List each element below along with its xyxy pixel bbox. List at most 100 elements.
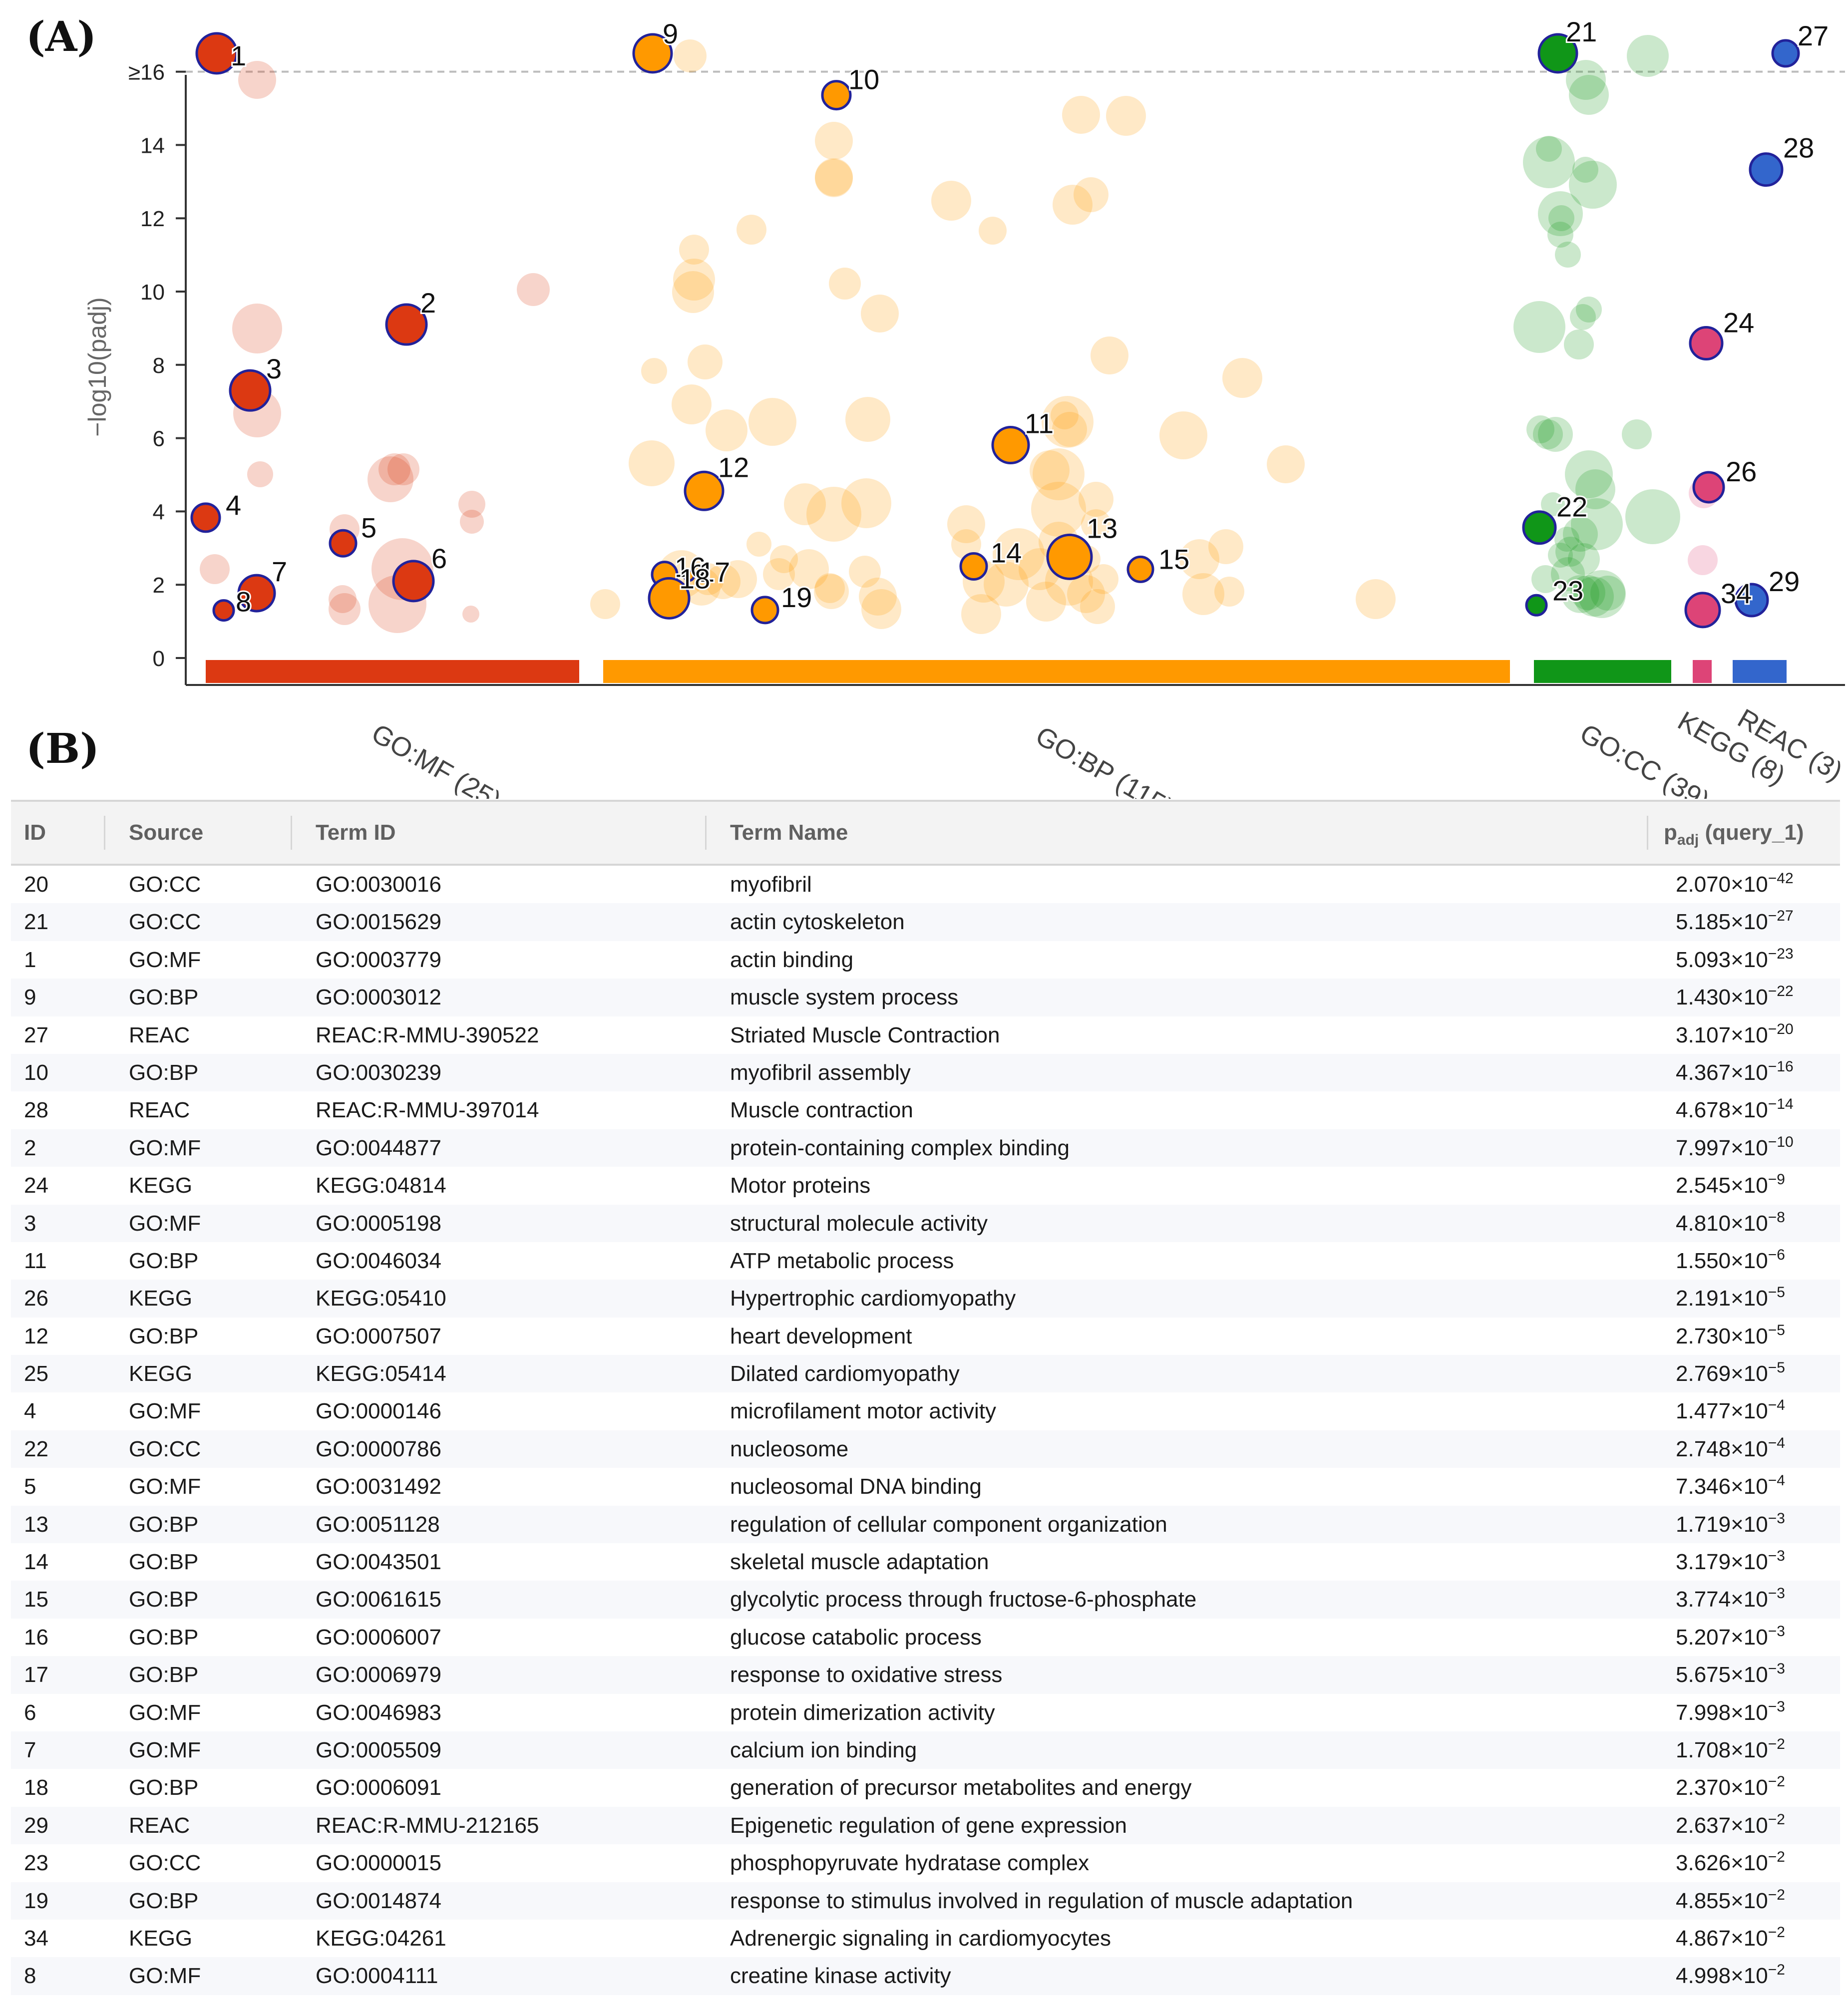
term-point[interactable] xyxy=(1554,527,1579,552)
term-point[interactable] xyxy=(1533,419,1563,449)
term-point[interactable] xyxy=(951,529,981,559)
table-row[interactable]: 14 GO:BP GO:0043501 skeletal muscle adaptat… xyxy=(11,1543,1840,1581)
term-point[interactable] xyxy=(979,217,1007,245)
term-point[interactable] xyxy=(673,259,715,301)
table-row[interactable]: 8 GO:MF GO:0004111 creatine kinase activity… xyxy=(11,1957,1840,1995)
term-point[interactable] xyxy=(719,560,757,598)
highlighted-term-34[interactable] xyxy=(1684,592,1721,629)
term-point[interactable] xyxy=(748,398,796,446)
header-padj[interactable]: padj (query_1) xyxy=(1664,820,1804,848)
term-point[interactable] xyxy=(238,61,276,99)
term-point[interactable] xyxy=(815,122,853,160)
term-point[interactable] xyxy=(1080,589,1115,624)
term-point[interactable] xyxy=(1548,205,1574,231)
term-point[interactable] xyxy=(590,589,620,619)
table-row[interactable]: 29 REAC REAC:R-MMU-212165 Epigenetic regula… xyxy=(11,1806,1840,1845)
highlighted-term-10[interactable] xyxy=(821,80,852,111)
term-point[interactable] xyxy=(770,545,798,573)
table-row[interactable]: 4 GO:MF GO:0000146 microfilament motor acti… xyxy=(11,1392,1840,1430)
term-point[interactable] xyxy=(1564,330,1594,359)
term-point[interactable] xyxy=(1523,136,1575,188)
term-point[interactable] xyxy=(1548,543,1573,568)
term-point[interactable] xyxy=(1208,529,1243,564)
highlighted-term-13[interactable] xyxy=(1046,533,1093,580)
highlighted-term-4[interactable] xyxy=(190,502,221,533)
highlighted-term-18[interactable] xyxy=(648,577,691,620)
highlighted-term-5[interactable] xyxy=(329,529,358,558)
term-point[interactable] xyxy=(1575,469,1615,509)
header-term-name[interactable]: Term Name xyxy=(730,820,848,845)
term-point[interactable] xyxy=(329,593,361,625)
highlighted-term-7[interactable] xyxy=(237,574,276,613)
table-row[interactable]: 12 GO:BP GO:0007507 heart development 2.730×… xyxy=(11,1318,1840,1355)
term-point[interactable] xyxy=(806,487,861,542)
term-point[interactable] xyxy=(861,589,901,629)
table-row[interactable]: 24 KEGG KEGG:04814 Motor proteins 2.545×10−9 xyxy=(11,1167,1840,1204)
table-row[interactable]: 20 GO:CC GO:0030016 myofibril 2.070×10−42 xyxy=(11,866,1840,903)
term-point[interactable] xyxy=(1536,136,1562,162)
highlighted-term-27[interactable] xyxy=(1771,39,1800,68)
term-point[interactable] xyxy=(679,235,709,265)
table-row[interactable]: 2 GO:MF GO:0044877 protein-containing compl… xyxy=(11,1129,1840,1167)
term-point[interactable] xyxy=(961,594,1001,634)
term-point[interactable] xyxy=(1568,543,1600,575)
term-point[interactable] xyxy=(458,491,485,518)
term-point[interactable] xyxy=(1578,570,1626,618)
header-id[interactable]: ID xyxy=(24,820,46,845)
term-point[interactable] xyxy=(845,397,890,442)
term-point[interactable] xyxy=(1571,498,1623,550)
term-point[interactable] xyxy=(378,453,410,485)
term-point[interactable] xyxy=(1565,450,1613,498)
term-point[interactable] xyxy=(1179,539,1219,579)
table-row[interactable]: 15 GO:BP GO:0061615 glycolytic process thro… xyxy=(11,1581,1840,1619)
highlighted-term-6[interactable] xyxy=(392,560,435,603)
term-point[interactable] xyxy=(1627,35,1669,77)
term-point[interactable] xyxy=(1182,573,1224,615)
term-point[interactable] xyxy=(947,505,985,543)
highlighted-term-21[interactable] xyxy=(1537,33,1578,74)
term-point[interactable] xyxy=(1079,482,1113,517)
table-row[interactable]: 13 GO:BP GO:0051128 regulation of cellular … xyxy=(11,1505,1840,1544)
term-point[interactable] xyxy=(1561,575,1599,613)
term-point[interactable] xyxy=(688,344,723,379)
highlighted-term-12[interactable] xyxy=(684,470,725,511)
term-point[interactable] xyxy=(672,271,714,313)
table-row[interactable]: 17 GO:BP GO:0006979 response to oxidative s… xyxy=(11,1656,1840,1694)
table-row[interactable]: 27 REAC REAC:R-MMU-390522 Striated Muscle C… xyxy=(11,1016,1840,1054)
term-point[interactable] xyxy=(1222,358,1262,398)
term-point[interactable] xyxy=(460,510,484,534)
column-divider[interactable] xyxy=(104,816,105,850)
term-point[interactable] xyxy=(746,532,771,557)
term-point[interactable] xyxy=(1091,336,1128,374)
term-point[interactable] xyxy=(706,409,747,451)
highlighted-term-28[interactable] xyxy=(1749,152,1784,187)
term-point[interactable] xyxy=(1625,489,1680,544)
term-point[interactable] xyxy=(849,556,881,588)
table-row[interactable]: 10 GO:BP GO:0030239 myofibril assembly 4.367… xyxy=(11,1053,1840,1092)
term-point[interactable] xyxy=(859,578,897,616)
highlighted-term-23[interactable] xyxy=(1525,594,1548,617)
table-row[interactable]: 16 GO:BP GO:0006007 glucose catabolic proce… xyxy=(11,1619,1840,1656)
highlighted-term-24[interactable] xyxy=(1689,326,1724,360)
table-row[interactable]: 28 REAC REAC:R-MMU-397014 Muscle contractio… xyxy=(11,1091,1840,1129)
column-divider[interactable] xyxy=(291,816,292,850)
table-row[interactable]: 34 KEGG KEGG:04261 Adrenergic signaling in … xyxy=(11,1920,1840,1957)
term-point[interactable] xyxy=(462,606,479,623)
highlighted-term-1[interactable] xyxy=(195,32,238,75)
term-point[interactable] xyxy=(1531,565,1559,593)
term-point[interactable] xyxy=(1081,509,1111,539)
term-point[interactable] xyxy=(789,549,829,589)
term-point[interactable] xyxy=(1541,492,1565,516)
term-point[interactable] xyxy=(1052,412,1087,447)
term-point[interactable] xyxy=(1538,191,1583,236)
highlighted-term-15[interactable] xyxy=(1126,555,1154,583)
term-point[interactable] xyxy=(1688,545,1718,575)
highlighted-term-8[interactable] xyxy=(212,599,235,622)
term-point[interactable] xyxy=(1106,96,1146,136)
term-point[interactable] xyxy=(1074,177,1109,212)
highlighted-term-26[interactable] xyxy=(1692,471,1725,504)
term-point[interactable] xyxy=(517,273,550,306)
term-point[interactable] xyxy=(629,440,675,486)
term-point[interactable] xyxy=(1513,301,1565,353)
term-point[interactable] xyxy=(814,574,849,609)
